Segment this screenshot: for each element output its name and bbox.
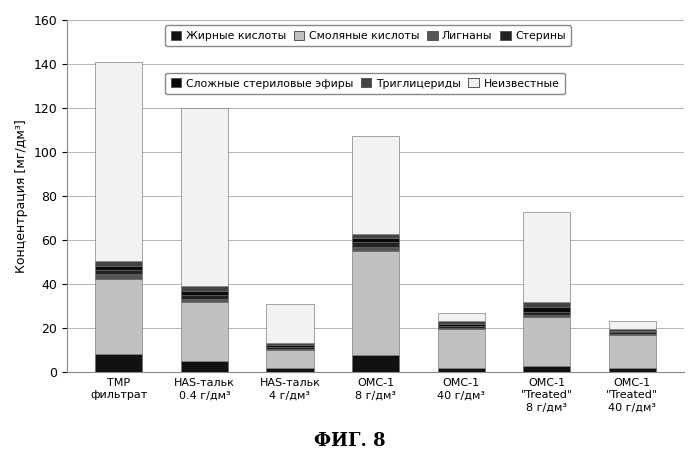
- Bar: [181, 108, 228, 287]
- Bar: [438, 329, 484, 368]
- Bar: [95, 274, 143, 279]
- Bar: [266, 349, 314, 350]
- Bar: [609, 330, 656, 332]
- Bar: [609, 329, 656, 330]
- Y-axis label: Концентрация [мг/дм³]: Концентрация [мг/дм³]: [15, 119, 28, 273]
- Bar: [352, 251, 399, 355]
- Bar: [438, 321, 484, 324]
- Bar: [266, 345, 314, 347]
- Bar: [95, 266, 143, 270]
- Bar: [352, 247, 399, 251]
- Bar: [266, 304, 314, 343]
- Bar: [438, 313, 484, 321]
- Bar: [352, 136, 399, 233]
- Bar: [609, 335, 656, 368]
- Bar: [352, 355, 399, 372]
- Bar: [609, 321, 656, 329]
- Legend: Сложные стериловые эфиры, Триглицериды, Неизвестные: Сложные стериловые эфиры, Триглицериды, …: [165, 73, 565, 94]
- Bar: [352, 243, 399, 247]
- Bar: [524, 366, 570, 372]
- Bar: [266, 368, 314, 372]
- Bar: [181, 287, 228, 291]
- Bar: [438, 326, 484, 329]
- Bar: [524, 212, 570, 302]
- Bar: [95, 270, 143, 274]
- Bar: [95, 354, 143, 372]
- Bar: [609, 368, 656, 372]
- Bar: [181, 291, 228, 295]
- Bar: [181, 302, 228, 361]
- Bar: [524, 312, 570, 315]
- Bar: [352, 238, 399, 243]
- Bar: [181, 295, 228, 298]
- Bar: [266, 350, 314, 368]
- Bar: [438, 368, 484, 372]
- Bar: [266, 343, 314, 345]
- Bar: [181, 298, 228, 302]
- Text: ФИГ. 8: ФИГ. 8: [314, 432, 385, 450]
- Bar: [524, 302, 570, 308]
- Bar: [524, 308, 570, 312]
- Bar: [524, 317, 570, 366]
- Bar: [95, 261, 143, 266]
- Bar: [95, 62, 143, 261]
- Bar: [266, 347, 314, 349]
- Bar: [352, 233, 399, 238]
- Bar: [609, 332, 656, 334]
- Bar: [524, 315, 570, 317]
- Bar: [95, 279, 143, 354]
- Bar: [609, 334, 656, 335]
- Bar: [438, 324, 484, 326]
- Bar: [181, 361, 228, 372]
